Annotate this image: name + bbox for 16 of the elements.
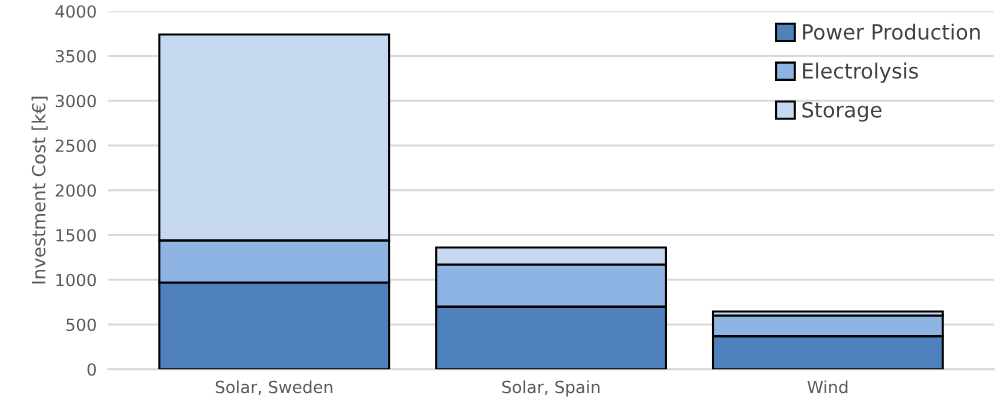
legend-label: Storage [802,101,882,122]
y-tick-label: 0 [87,363,96,376]
x-tick-label: Solar, Spain [502,380,600,397]
y-tick-label: 1500 [56,228,96,242]
y-tick-label: 2000 [55,184,96,197]
y-tick-label: 2500 [55,139,96,153]
legend-label: Electrolysis [803,62,918,83]
x-tick-label: Solar, Sweden [215,380,333,395]
y-tick-label: 1000 [56,273,96,287]
y-tick-label: 3500 [55,49,96,63]
x-tick-label: Wind [807,380,848,394]
legend-label: Power Production [803,23,980,40]
y-tick-label: 3000 [55,94,96,108]
y-tick-label: 500 [66,318,96,332]
y-axis-title: Investment Cost [k€] [31,96,48,284]
y-tick-label: 4000 [55,5,96,18]
